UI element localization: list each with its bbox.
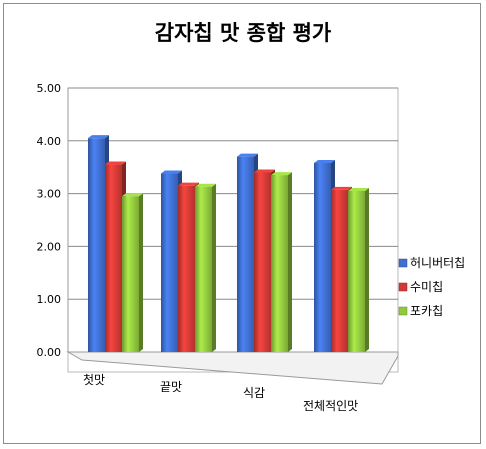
legend-swatch: [398, 258, 408, 268]
bar-top: [254, 169, 275, 173]
bar-side: [365, 187, 369, 352]
bar-top: [161, 170, 182, 174]
bar-front: [88, 138, 105, 352]
bar-top: [331, 186, 352, 190]
legend-item: 허니버터칩: [398, 256, 465, 270]
bar: [271, 172, 292, 352]
category-label: 첫맛: [83, 373, 105, 387]
bar-front: [271, 175, 288, 352]
bar-side: [288, 172, 292, 352]
bar-top: [314, 159, 335, 163]
bars: [88, 135, 369, 352]
bar-front: [254, 172, 271, 352]
bar: [348, 187, 369, 352]
y-tick-label: 3.00: [37, 188, 62, 201]
legend-item: 포카칩: [398, 304, 443, 318]
bar-front: [161, 173, 178, 352]
bar-side: [212, 183, 216, 352]
bar: [195, 183, 216, 352]
bar-front: [314, 162, 331, 352]
y-tick-label: 5.00: [37, 82, 62, 95]
y-tick-label: 2.00: [37, 240, 62, 253]
legend-item: 수미칩: [398, 280, 443, 294]
bar-top: [237, 153, 258, 157]
legend-swatch: [398, 306, 408, 316]
bar-top: [348, 187, 369, 191]
y-tick-labels: 0.00 1.00 2.00 3.00 4.00 5.00: [37, 82, 62, 359]
chart-title: 감자칩 맛 종합 평가: [155, 21, 332, 45]
category-label: 끝맛: [160, 380, 182, 394]
legend-label: 포카칩: [410, 304, 443, 318]
bar-top: [195, 183, 216, 187]
bar: [122, 193, 143, 352]
bar-front: [122, 196, 139, 352]
bar-front: [105, 164, 122, 352]
bar-top: [122, 193, 143, 197]
bar-top: [178, 182, 199, 186]
bar-top: [88, 135, 109, 139]
y-tick-label: 0.00: [37, 346, 62, 359]
y-tick-label: 4.00: [37, 135, 62, 148]
category-label: 전체적인맛: [303, 399, 358, 413]
bar-top: [105, 161, 126, 165]
bar-side: [139, 193, 143, 352]
category-label: 식감: [243, 386, 265, 400]
legend-label: 수미칩: [410, 280, 443, 294]
bar-front: [178, 185, 195, 352]
legend-label: 허니버터칩: [410, 256, 465, 270]
bar-front: [237, 156, 254, 352]
legend-swatch: [398, 282, 408, 292]
bar-front: [195, 186, 212, 352]
bar-top: [271, 172, 292, 176]
y-tick-label: 1.00: [37, 293, 62, 306]
bar-front: [348, 190, 365, 352]
bar-front: [331, 189, 348, 352]
